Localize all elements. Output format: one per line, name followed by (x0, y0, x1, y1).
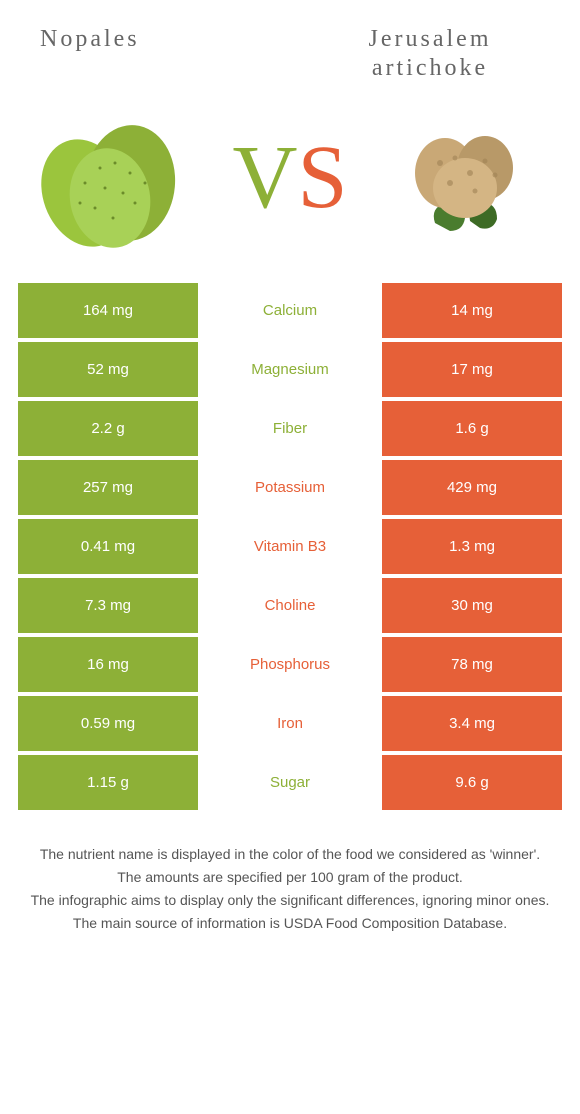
footnote-line: The nutrient name is displayed in the co… (18, 844, 562, 865)
footnote-line: The main source of information is USDA F… (18, 913, 562, 934)
nutrient-label: Choline (198, 578, 382, 633)
left-value: 0.59 mg (18, 696, 198, 751)
table-row: 2.2 gFiber1.6 g (18, 401, 562, 456)
right-value: 30 mg (382, 578, 562, 633)
table-row: 52 mgMagnesium17 mg (18, 342, 562, 397)
right-value: 9.6 g (382, 755, 562, 810)
right-value: 78 mg (382, 637, 562, 692)
table-row: 257 mgPotassium429 mg (18, 460, 562, 515)
nutrient-label: Magnesium (198, 342, 382, 397)
left-value: 0.41 mg (18, 519, 198, 574)
table-row: 7.3 mgCholine30 mg (18, 578, 562, 633)
comparison-table: 164 mgCalcium14 mg52 mgMagnesium17 mg2.2… (0, 283, 580, 810)
vs-v: V (232, 128, 297, 227)
left-value: 16 mg (18, 637, 198, 692)
nutrient-label: Fiber (198, 401, 382, 456)
nutrient-label: Vitamin B3 (198, 519, 382, 574)
left-value: 1.15 g (18, 755, 198, 810)
vs-s: S (297, 128, 347, 227)
images-row: VS (0, 93, 580, 283)
header: Nopales Jerusalem artichoke (0, 0, 580, 93)
left-value: 7.3 mg (18, 578, 198, 633)
right-value: 429 mg (382, 460, 562, 515)
right-value: 3.4 mg (382, 696, 562, 751)
table-row: 0.59 mgIron3.4 mg (18, 696, 562, 751)
right-value: 1.6 g (382, 401, 562, 456)
nutrient-label: Phosphorus (198, 637, 382, 692)
vs-label: VS (232, 126, 347, 229)
nopales-image (30, 103, 210, 253)
table-row: 1.15 gSugar9.6 g (18, 755, 562, 810)
left-value: 2.2 g (18, 401, 198, 456)
table-row: 164 mgCalcium14 mg (18, 283, 562, 338)
left-value: 52 mg (18, 342, 198, 397)
right-value: 1.3 mg (382, 519, 562, 574)
nutrient-label: Calcium (198, 283, 382, 338)
nutrient-label: Potassium (198, 460, 382, 515)
left-value: 257 mg (18, 460, 198, 515)
left-food-title: Nopales (40, 25, 260, 54)
right-value: 17 mg (382, 342, 562, 397)
artichoke-image (370, 103, 550, 253)
nutrient-label: Sugar (198, 755, 382, 810)
right-food-title: Jerusalem artichoke (320, 25, 540, 83)
table-row: 16 mgPhosphorus78 mg (18, 637, 562, 692)
footnotes: The nutrient name is displayed in the co… (0, 814, 580, 934)
footnote-line: The amounts are specified per 100 gram o… (18, 867, 562, 888)
left-value: 164 mg (18, 283, 198, 338)
nutrient-label: Iron (198, 696, 382, 751)
footnote-line: The infographic aims to display only the… (18, 890, 562, 911)
right-value: 14 mg (382, 283, 562, 338)
table-row: 0.41 mgVitamin B31.3 mg (18, 519, 562, 574)
